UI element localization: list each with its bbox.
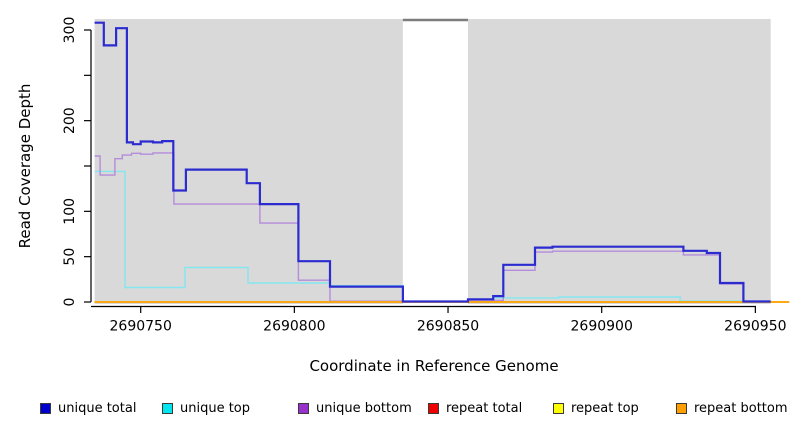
legend-item-repeat-top: repeat top [553, 400, 639, 416]
y-tick-label: 200 [62, 107, 78, 134]
y-tick-label: 0 [62, 298, 78, 307]
plot-canvas: 0 50 100 200 300 2690750 2690800 2690850 2690900… [62, 17, 790, 335]
legend-label: repeat top [571, 400, 639, 416]
legend-item-unique-top: unique top [162, 400, 250, 416]
legend-label: unique top [180, 400, 251, 416]
legend-item-unique-bottom: unique bottom [298, 400, 412, 416]
legend-label: unique total [58, 400, 137, 416]
unique-bottom-swatch-icon [298, 402, 309, 414]
legend-item-repeat-total: repeat total [428, 400, 522, 416]
repeat-bottom-swatch-icon [676, 402, 687, 414]
x-tick-label: 2690750 [110, 319, 172, 335]
repeat-top-swatch-icon [553, 402, 564, 414]
unique-top-swatch-icon [162, 402, 173, 414]
x-tick-label: 2690900 [571, 319, 633, 335]
y-tick-label: 50 [62, 248, 78, 266]
x-tick-label: 2690850 [417, 319, 479, 335]
legend-label: unique bottom [316, 400, 412, 416]
unique-total-swatch-icon [40, 402, 51, 414]
legend-item-repeat-bottom: repeat bottom [676, 400, 788, 416]
x-tick-label: 2690800 [263, 319, 325, 335]
plot-background-right [468, 19, 771, 304]
x-axis-title: Coordinate in Reference Genome [309, 357, 559, 375]
y-axis-title: Read Coverage Depth [16, 83, 34, 249]
repeat-total-swatch-icon [428, 402, 439, 414]
plot-background-left [94, 19, 403, 304]
series-unique-total-line [94, 21, 771, 303]
x-tick-label: 2690950 [724, 319, 786, 335]
legend-label: repeat total [446, 400, 523, 416]
y-tick-label: 100 [62, 198, 78, 225]
legend-item-unique-total: unique total [40, 400, 136, 416]
legend-label: repeat bottom [694, 400, 788, 416]
y-tick-label: 300 [62, 17, 78, 44]
